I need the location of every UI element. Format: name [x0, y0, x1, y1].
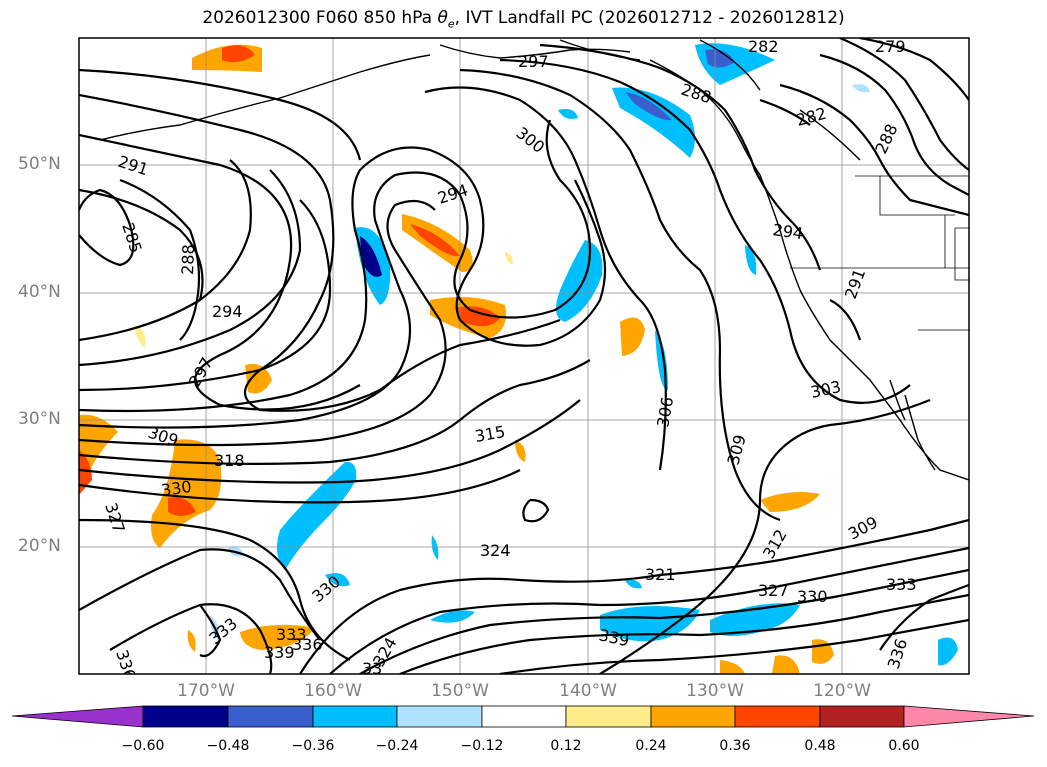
contour-label: 327 — [101, 500, 129, 535]
contour-label: 336 — [884, 636, 912, 671]
colorbar-bin — [819, 705, 905, 728]
contour-label: 321 — [645, 565, 676, 584]
contour-label: 300 — [513, 123, 549, 157]
contour-label: 309 — [845, 512, 881, 543]
contour-label: 336 — [112, 647, 140, 682]
contour-label: 291 — [841, 266, 869, 301]
contour-label: 333 — [276, 625, 307, 644]
colorbar-bin — [650, 705, 736, 728]
theta-e-contours — [79, 38, 969, 674]
lat-label: 40°N — [18, 282, 61, 302]
contour-label: 288 — [679, 80, 714, 108]
contour-label: 330 — [160, 477, 193, 500]
colorbar-tick-label: −0.24 — [375, 738, 419, 754]
colorbar-tick-label: 0.24 — [635, 738, 667, 754]
coastlines — [99, 39, 969, 481]
lon-label: 120°W — [813, 681, 871, 701]
contour-label: 306 — [653, 395, 677, 428]
lat-label: 50°N — [18, 154, 61, 174]
lon-label: 150°W — [431, 681, 489, 701]
colorbar-bin — [227, 705, 314, 728]
colorbar-tick-label: −0.12 — [460, 738, 504, 754]
contour-label: 282 — [794, 104, 828, 130]
contour-label: 324 — [480, 541, 511, 560]
contour-label: 336 — [292, 635, 323, 654]
colorbar-bin — [312, 705, 398, 728]
contour-label: 312 — [759, 526, 791, 562]
contour-label: 291 — [116, 152, 151, 180]
boundary-lines — [790, 175, 969, 331]
colorbar-tick-label: 0.60 — [888, 738, 920, 754]
colorbar-extend-low — [11, 705, 144, 728]
contour-label: 294 — [771, 220, 804, 243]
colorbar-bin — [142, 705, 229, 728]
lon-label: 130°W — [686, 681, 744, 701]
lat-label: 20°N — [18, 536, 61, 556]
contour-label: 288 — [871, 121, 901, 157]
contour-label: 282 — [748, 37, 779, 56]
contour-label: 285 — [118, 220, 146, 255]
colorbar — [11, 705, 1035, 728]
contour-label: 294 — [435, 180, 470, 208]
lon-label: 170°W — [177, 681, 235, 701]
contour-label: 294 — [212, 302, 243, 321]
colorbar-tick-label: 0.36 — [719, 738, 751, 754]
colorbar-bin — [565, 705, 652, 728]
contour-label: 297 — [518, 52, 549, 71]
map-plot-area: 291 285 288 294 297 297 300 294 309 318 … — [79, 37, 969, 682]
contour-label: 315 — [473, 422, 506, 446]
map-title: 2026012300 F060 850 hPa θe, IVT Landfall… — [202, 8, 845, 31]
lon-label: 160°W — [304, 681, 362, 701]
colorbar-tick-label: 0.12 — [550, 738, 582, 754]
contour-label: 318 — [214, 451, 245, 470]
colorbar-tick-label: 0.48 — [804, 738, 836, 754]
lat-label: 30°N — [18, 409, 61, 429]
colorbar-tick-label: −0.36 — [291, 738, 335, 754]
lon-label: 140°W — [559, 681, 617, 701]
contour-label: 279 — [875, 37, 906, 56]
colorbar-tick-label: −0.48 — [206, 738, 250, 754]
contour-label: 327 — [758, 581, 789, 600]
plot-frame — [78, 37, 970, 675]
colorbar-bin — [396, 705, 483, 728]
contour-labels: 291 285 288 294 297 297 300 294 309 318 … — [101, 37, 917, 682]
colorbar-bin — [481, 705, 567, 728]
colorbar-tick-label: −0.60 — [121, 738, 165, 754]
ivt-shading — [79, 43, 958, 674]
contour-label: 333 — [886, 575, 917, 594]
contour-label: 339 — [264, 643, 295, 662]
colorbar-bin — [734, 705, 821, 728]
contour-label: 330 — [797, 587, 828, 606]
graticule — [79, 38, 969, 674]
contour-label: 288 — [178, 244, 198, 275]
colorbar-extend-high — [903, 705, 1035, 728]
contour-label: 33 — [362, 659, 382, 678]
